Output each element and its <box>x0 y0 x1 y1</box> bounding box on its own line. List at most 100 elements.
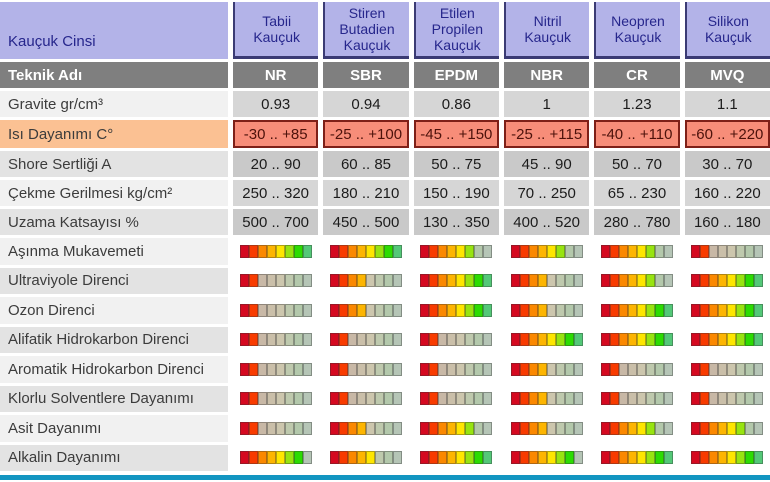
value-cell-text: 130 .. 350 <box>422 213 490 231</box>
rating-segment-active <box>239 392 249 406</box>
rating-segment-inactive <box>293 362 303 376</box>
rating-segment-inactive <box>546 421 556 435</box>
rating-segment-active <box>700 451 710 465</box>
rating-segment-active <box>528 274 538 288</box>
rating-segment-active <box>338 303 348 317</box>
value-cell: 160 .. 220 <box>684 180 770 206</box>
rating-segment-inactive <box>663 274 673 288</box>
rating-segment-active <box>528 244 538 258</box>
row-label-tech: Teknik Adı <box>0 62 228 88</box>
rating-segment-inactive <box>284 333 294 347</box>
heat-range-cell-text: -25 .. +100 <box>329 125 403 143</box>
rating-segment-inactive <box>374 274 384 288</box>
rating-segment-active <box>745 451 755 465</box>
rating-segment-inactive <box>266 362 276 376</box>
rating-segment-active <box>519 303 529 317</box>
value-cell-text: 70 .. 250 <box>517 184 576 202</box>
rating-segment-active <box>365 244 375 258</box>
rating-segment-active <box>447 274 457 288</box>
rating-segment-active <box>239 421 249 435</box>
rating-segment-inactive <box>754 362 764 376</box>
column-header-2-text: Etilen Propilen Kauçuk <box>431 4 484 54</box>
rating-segment-active <box>429 303 439 317</box>
rating-segment-inactive <box>365 392 375 406</box>
rating-segment-inactive <box>275 362 285 376</box>
rating-segment-active <box>618 451 628 465</box>
rating-segment-active <box>627 244 637 258</box>
row-label-text: Alkalin Dayanımı <box>8 449 121 467</box>
value-cell: 50 .. 70 <box>594 151 680 177</box>
rating-segment-active <box>338 333 348 347</box>
rating-segment-inactive <box>302 362 312 376</box>
rating-segment-active <box>618 274 628 288</box>
rating-segment-inactive <box>645 392 655 406</box>
rating-bar <box>600 274 673 288</box>
rating-segment-active <box>627 333 637 347</box>
rating-segment-inactive <box>257 362 267 376</box>
row-label-heat-text: Isı Dayanımı C° <box>8 125 114 143</box>
rating-segment-inactive <box>736 244 746 258</box>
rating-cell <box>685 268 770 295</box>
rating-segment-inactive <box>374 421 384 435</box>
rating-segment-inactive <box>555 274 565 288</box>
rating-segment-inactive <box>618 362 628 376</box>
rating-cell <box>414 238 499 265</box>
rating-bar <box>691 274 764 288</box>
rating-bar <box>329 333 402 347</box>
rating-segment-active <box>691 451 701 465</box>
rating-segment-active <box>429 244 439 258</box>
rating-segment-inactive <box>754 244 764 258</box>
rating-segment-inactive <box>465 362 475 376</box>
rating-segment-active <box>663 451 673 465</box>
rating-segment-active <box>483 303 493 317</box>
rating-segment-active <box>537 362 547 376</box>
rating-cell <box>233 415 318 442</box>
value-cell-text: 0.94 <box>351 95 381 113</box>
rating-segment-inactive <box>573 303 583 317</box>
rating-segment-active <box>609 274 619 288</box>
rating-segment-inactive <box>654 392 664 406</box>
value-cell: 160 .. 180 <box>684 209 770 235</box>
rating-segment-active <box>347 421 357 435</box>
column-header-4-text: Neopren Kauçuk <box>611 12 665 45</box>
row-label: Klorlu Solventlere Dayanımı <box>0 385 228 412</box>
rating-segment-active <box>537 392 547 406</box>
rating-segment-active <box>465 303 475 317</box>
rating-segment-active <box>528 421 538 435</box>
rating-segment-active <box>718 451 728 465</box>
rating-bar <box>691 421 764 435</box>
rating-segment-active <box>474 451 484 465</box>
value-cell-text: 20 .. 90 <box>250 155 301 173</box>
rating-segment-active <box>691 421 701 435</box>
value-cell-text: 50 .. 70 <box>611 155 663 173</box>
rating-segment-inactive <box>654 244 664 258</box>
tech-name-cell-text: MVQ <box>710 66 745 84</box>
value-cell-text: 400 .. 520 <box>513 213 581 231</box>
heat-range-cell-text: -40 .. +110 <box>601 125 673 143</box>
rating-segment-inactive <box>438 333 448 347</box>
rating-segment-inactive <box>302 303 312 317</box>
rating-segment-active <box>627 303 637 317</box>
rating-cell <box>504 445 589 472</box>
row-label: Ozon Direnci <box>0 297 228 324</box>
heat-range-cell-text: -60 .. +220 <box>691 125 764 143</box>
rating-segment-inactive <box>374 392 384 406</box>
rating-segment-inactive <box>727 392 737 406</box>
rating-segment-inactive <box>573 244 583 258</box>
rating-segment-inactive <box>654 274 664 288</box>
rating-segment-inactive <box>555 421 565 435</box>
rating-segment-inactive <box>754 421 764 435</box>
rating-segment-active <box>420 451 430 465</box>
rating-segment-inactive <box>266 333 276 347</box>
rating-segment-active <box>248 451 258 465</box>
rating-segment-inactive <box>374 333 384 347</box>
rating-segment-active <box>691 244 701 258</box>
tech-name-cell: EPDM <box>413 62 499 88</box>
rating-cell <box>414 356 499 383</box>
rating-bar <box>239 421 312 435</box>
rating-segment-active <box>438 421 448 435</box>
rating-segment-active <box>736 451 746 465</box>
rating-segment-inactive <box>727 362 737 376</box>
row-label-text: Aşınma Mukavemeti <box>8 242 144 260</box>
rating-segment-active <box>420 244 430 258</box>
